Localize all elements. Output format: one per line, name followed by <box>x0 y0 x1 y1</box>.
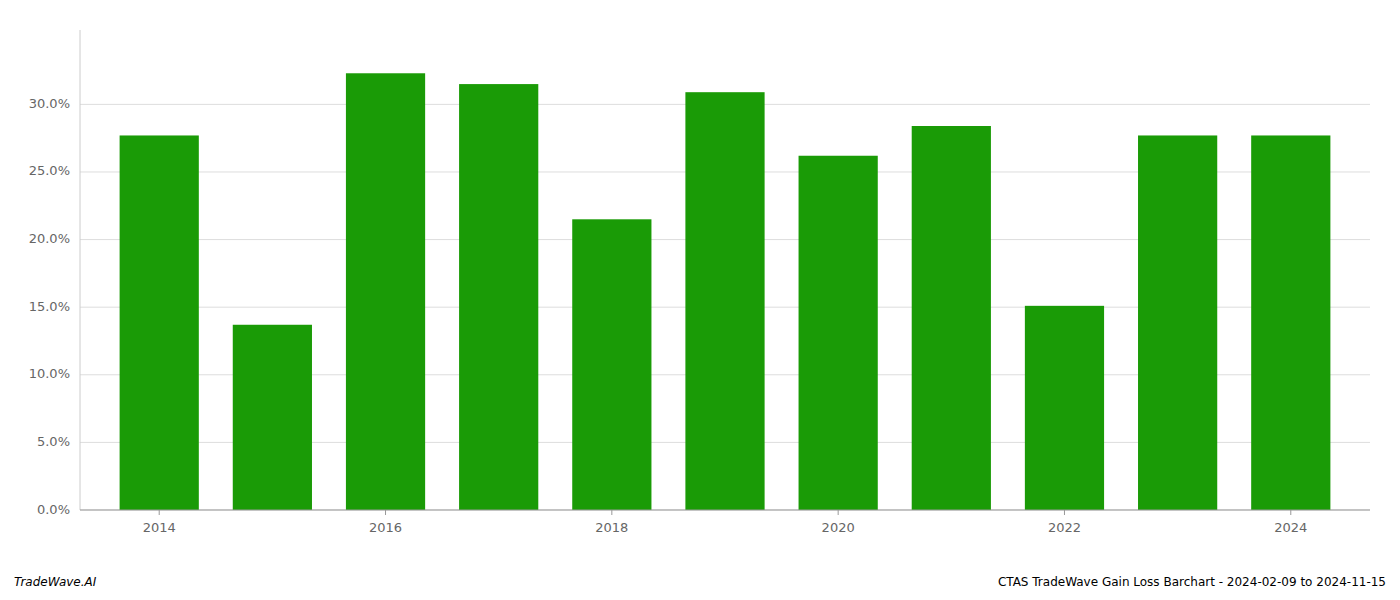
x-tick-label: 2018 <box>595 520 628 535</box>
bar <box>799 156 878 510</box>
bar <box>1251 135 1330 510</box>
x-tick <box>611 510 612 515</box>
x-axis-line <box>80 510 1370 511</box>
grid-line <box>80 510 1370 511</box>
bar <box>1025 306 1104 510</box>
bar <box>1138 135 1217 510</box>
x-tick-label: 2022 <box>1048 520 1081 535</box>
y-axis: 0.0% 5.0% 10.0% 15.0% 20.0% 25.0% 30.0% <box>29 30 80 517</box>
y-tick-label: 5.0% <box>37 434 70 449</box>
x-tick-label: 2020 <box>822 520 855 535</box>
bar <box>233 325 312 510</box>
x-tick <box>385 510 386 515</box>
x-tick <box>1064 510 1065 515</box>
x-tick-label: 2024 <box>1274 520 1307 535</box>
x-axis: 2014 2016 2018 2020 2022 2024 <box>80 510 1370 535</box>
x-tick <box>1290 510 1291 515</box>
bar <box>912 126 991 510</box>
y-tick-label: 30.0% <box>29 96 70 111</box>
x-tick-label: 2016 <box>369 520 402 535</box>
y-tick-label: 0.0% <box>37 502 70 517</box>
bars <box>120 73 1331 510</box>
footer-right: CTAS TradeWave Gain Loss Barchart - 2024… <box>998 575 1386 589</box>
x-tick <box>159 510 160 515</box>
bar <box>120 135 199 510</box>
footer-left: TradeWave.AI <box>14 575 97 589</box>
bar <box>685 92 764 510</box>
y-tick-label: 15.0% <box>29 299 70 314</box>
bar <box>572 219 651 510</box>
y-axis-line <box>80 30 81 510</box>
x-tick <box>838 510 839 515</box>
y-tick-label: 25.0% <box>29 163 70 178</box>
chart: 0.0%5.0%10.0%15.0%20.0%25.0%30.0%2014201… <box>0 0 1400 600</box>
y-tick-label: 10.0% <box>29 366 70 381</box>
x-tick-label: 2014 <box>143 520 176 535</box>
bar <box>346 73 425 510</box>
bar <box>459 84 538 510</box>
y-tick-label: 20.0% <box>29 231 70 246</box>
